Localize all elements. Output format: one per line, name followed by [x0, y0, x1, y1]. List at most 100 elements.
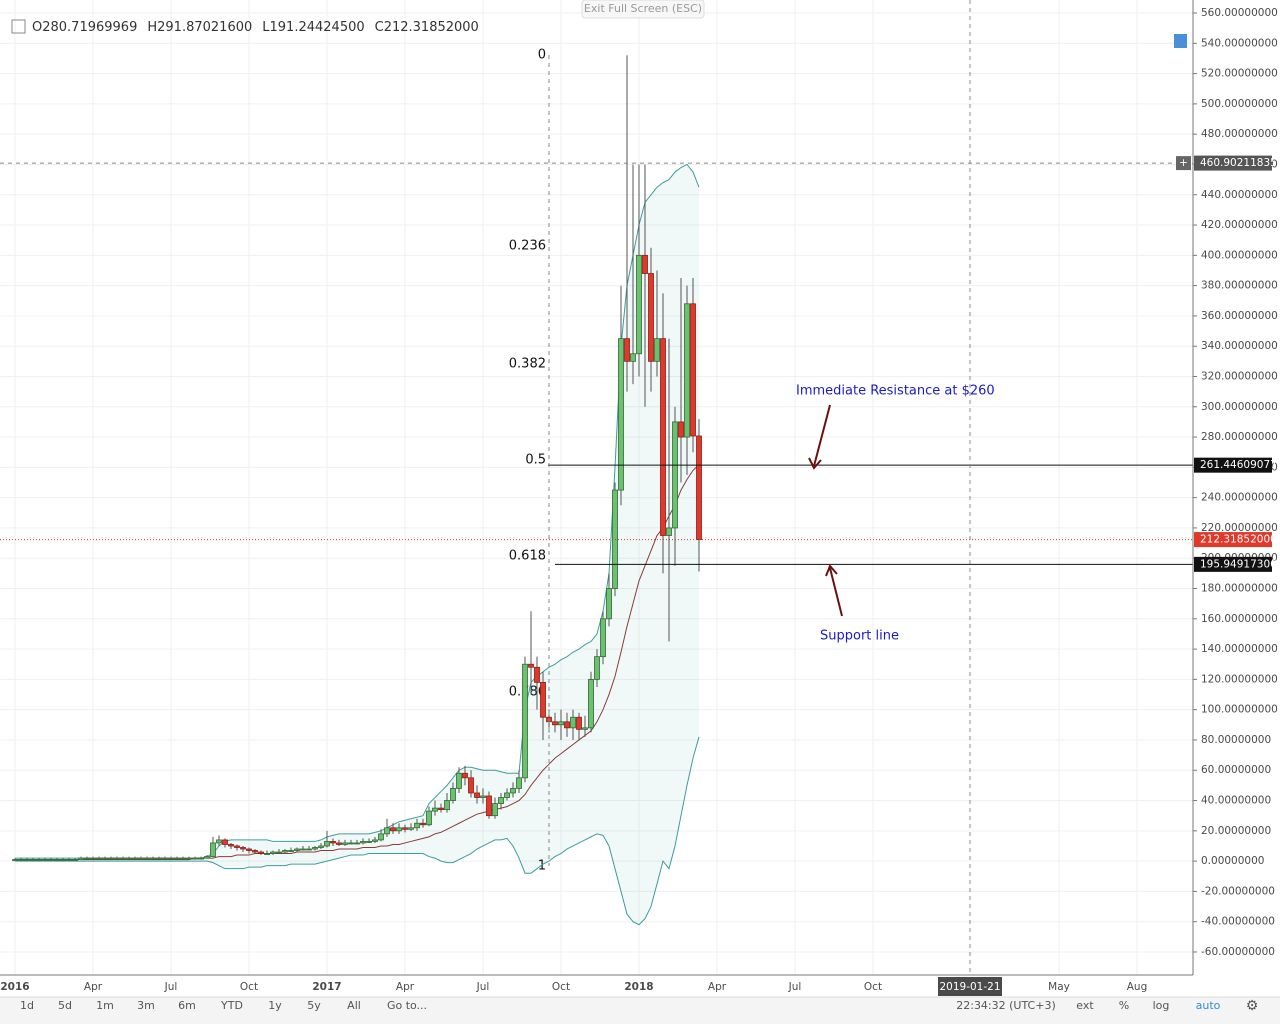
candle-body — [312, 847, 318, 850]
legend-value: 280.71969969 — [42, 20, 137, 35]
candle-body — [432, 807, 438, 812]
candle-body — [582, 727, 588, 730]
y-tick-label: -60.00000000 — [1201, 946, 1275, 958]
candle-body — [522, 663, 528, 779]
option-button[interactable]: log — [1153, 999, 1170, 1012]
legend-key: O — [32, 20, 42, 35]
option-button[interactable]: ext — [1076, 999, 1094, 1012]
candle-body — [456, 772, 462, 789]
y-tick-label: -40.00000000 — [1201, 916, 1275, 928]
settings-icon[interactable]: ⚙ — [1246, 998, 1259, 1014]
x-tick-label: Jul — [164, 981, 178, 993]
goto-button[interactable]: Go to... — [387, 999, 427, 1012]
candle-body — [438, 807, 444, 811]
y-tick-label: 80.00000000 — [1201, 734, 1271, 746]
candle-body — [90, 857, 96, 860]
tool-icon[interactable] — [1174, 34, 1187, 48]
band-area — [15, 164, 699, 925]
y-tick-label: 440.00000000 — [1201, 189, 1278, 201]
candle-body — [210, 842, 216, 857]
fib-level-label: 0.618 — [509, 548, 546, 563]
range-button[interactable]: 3m — [137, 999, 155, 1012]
x-tick-label: May — [1048, 981, 1070, 993]
candle-body — [132, 857, 138, 860]
fib-level-label: 0.5 — [525, 453, 546, 468]
add-alert-icon[interactable]: + — [1179, 157, 1188, 169]
candle-body — [636, 254, 642, 355]
candle-body — [156, 857, 162, 860]
range-button[interactable]: 1d — [20, 999, 34, 1012]
candle-body — [450, 788, 456, 801]
candle-body — [402, 827, 408, 830]
candle-body — [180, 857, 186, 860]
candle-body — [690, 303, 696, 437]
candle-body — [198, 857, 204, 860]
y-tick-label: 120.00000000 — [1201, 673, 1278, 685]
annotation-arrow — [829, 567, 843, 617]
y-tick-label: 40.00000000 — [1201, 795, 1271, 807]
candle-body — [588, 678, 594, 729]
candle-body — [570, 716, 576, 729]
x-tick-label: 2016 — [0, 981, 29, 993]
legend-value: 191.24424500 — [270, 20, 365, 35]
candle-body — [654, 338, 660, 362]
range-button[interactable]: 1y — [268, 999, 282, 1012]
candle-body — [204, 856, 210, 859]
candle-body — [576, 716, 582, 730]
candle-body — [390, 827, 396, 832]
candle-body — [600, 618, 606, 658]
axes: 560.00000000 540.00000000 520.00000000 500.… — [0, 7, 1278, 996]
price-marker — [1194, 155, 1272, 171]
y-tick-label: 20.00000000 — [1201, 825, 1271, 837]
y-tick-label: 500.00000000 — [1201, 98, 1278, 110]
legend-icon[interactable] — [11, 19, 26, 34]
option-button[interactable]: % — [1119, 999, 1129, 1012]
range-button[interactable]: 5y — [307, 999, 321, 1012]
exit-fullscreen-label[interactable]: Exit Full Screen (ESC) — [584, 2, 702, 15]
candle-body — [18, 859, 24, 861]
legend-value: 291.87021600 — [157, 20, 252, 35]
candle-body — [252, 850, 258, 853]
range-button[interactable]: 5d — [58, 999, 72, 1012]
candle-body — [420, 822, 426, 826]
fib-level-label: 1 — [538, 858, 546, 873]
candle-body — [516, 777, 522, 789]
range-button[interactable]: YTD — [220, 999, 243, 1012]
candle-body — [396, 827, 402, 832]
candle-body — [696, 435, 702, 540]
candle-body — [564, 721, 570, 729]
candle-body — [54, 859, 60, 861]
range-button[interactable]: 6m — [178, 999, 196, 1012]
y-tick-label: 60.00000000 — [1201, 764, 1271, 776]
candle-body — [540, 682, 546, 718]
candle-body — [78, 857, 84, 860]
candle-body — [300, 848, 306, 851]
x-tick-label: 2018 — [624, 981, 653, 993]
price-marker — [1194, 556, 1272, 572]
candle-body — [624, 338, 630, 362]
candle-body — [462, 772, 468, 779]
y-tick-label: 340.00000000 — [1201, 340, 1278, 352]
candle-body — [162, 857, 168, 860]
candle-body — [108, 857, 114, 860]
price-marker — [1194, 457, 1272, 473]
candle-body — [84, 857, 90, 860]
add-alert-button[interactable] — [1176, 156, 1191, 171]
y-tick-label: 540.00000000 — [1201, 37, 1278, 49]
range-button[interactable]: All — [347, 999, 361, 1012]
range-button[interactable]: 1m — [96, 999, 114, 1012]
x-tick-label: Oct — [552, 981, 570, 993]
candle-body — [144, 857, 150, 860]
x-tick-label: Aug — [1127, 981, 1148, 993]
y-tick-label: 0.00000000 — [1201, 855, 1264, 867]
y-tick-label: 300.00000000 — [1201, 401, 1278, 413]
candle-body — [174, 857, 180, 860]
x-tick-label: Apr — [396, 981, 415, 993]
candle-body — [30, 859, 36, 861]
option-button[interactable]: auto — [1196, 999, 1221, 1012]
fib-level-label: 0.382 — [509, 357, 546, 372]
toolbar — [0, 997, 1280, 1024]
exit-fullscreen-button[interactable] — [581, 0, 705, 19]
y-tick-label: -20.00000000 — [1201, 885, 1275, 897]
candle-body — [258, 851, 264, 854]
